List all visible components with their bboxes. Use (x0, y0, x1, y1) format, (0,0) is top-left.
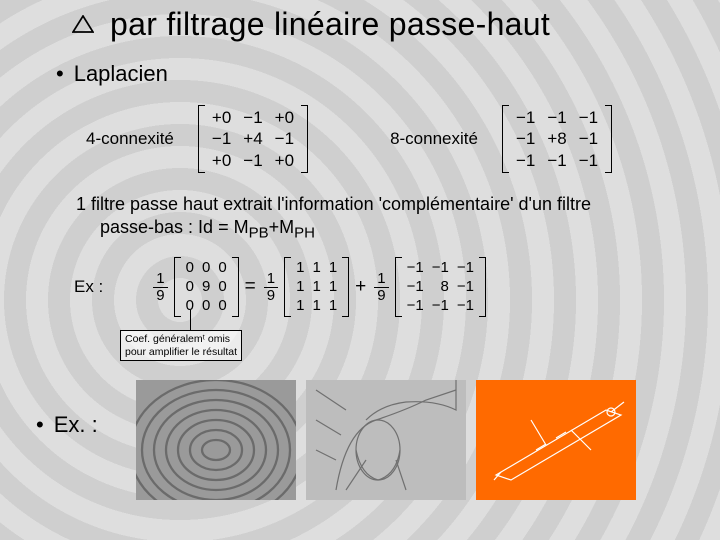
callout-connector (190, 310, 191, 330)
slide-title: par filtrage linéaire passe-haut (20, 6, 700, 43)
fraction-2: 1 9 (264, 271, 278, 304)
example-equation-row: Ex : 1 9 000 090 000 = 1 9 111 (20, 257, 700, 317)
label-4connexite: 4-connexité (86, 129, 174, 149)
example-images-row (136, 380, 636, 500)
matrix-laplacian: −1−1−1 −18−1 −1−1−1 (395, 257, 486, 317)
bullet-laplacien: Laplacien (20, 61, 700, 87)
label-8connexite: 8-connexité (390, 129, 478, 149)
matrix-8conn: −1−1−1 −1+8−1 −1−1−1 (502, 105, 612, 173)
connexite-row: 4-connexité +0−1+0 −1+4−1 +0−1+0 8-conne… (20, 105, 700, 173)
example-images-label: Ex. : (36, 412, 98, 438)
coefficient-note: Coef. généralemᵗ omis pour amplifier le … (120, 330, 242, 361)
matrix-identity: 000 090 000 (174, 257, 239, 317)
fraction-1: 1 9 (153, 271, 167, 304)
matrix-ones: 111 111 111 (284, 257, 349, 317)
fingerprint-thumbnail (136, 380, 296, 500)
filter-description: 1 filtre passe haut extrait l'informatio… (20, 193, 700, 243)
fraction-3: 1 9 (374, 271, 388, 304)
plane-thumbnail (476, 380, 636, 500)
ex-label: Ex : (74, 277, 103, 297)
lena-thumbnail (306, 380, 466, 500)
matrix-4conn: +0−1+0 −1+4−1 +0−1+0 (198, 105, 308, 173)
triangle-icon (72, 15, 94, 38)
